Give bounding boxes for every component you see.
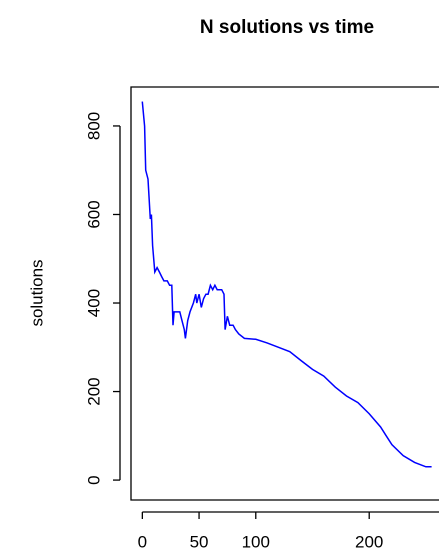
plot-box (130, 86, 439, 501)
y-tick-label: 800 (84, 112, 103, 140)
chart-title: N solutions vs time (200, 17, 374, 38)
x-tick-label: 200 (355, 532, 383, 551)
y-tick-label: 600 (84, 200, 103, 228)
x-tick-label: 100 (242, 532, 270, 551)
y-axis-label: solutions (27, 259, 46, 326)
y-tick-label: 200 (84, 377, 103, 405)
x-tick-label: 0 (138, 532, 147, 551)
x-tick-label: 50 (190, 532, 209, 551)
data-line (141, 101, 432, 468)
y-tick-label: 400 (84, 289, 103, 317)
y-tick-label: 0 (84, 475, 103, 484)
